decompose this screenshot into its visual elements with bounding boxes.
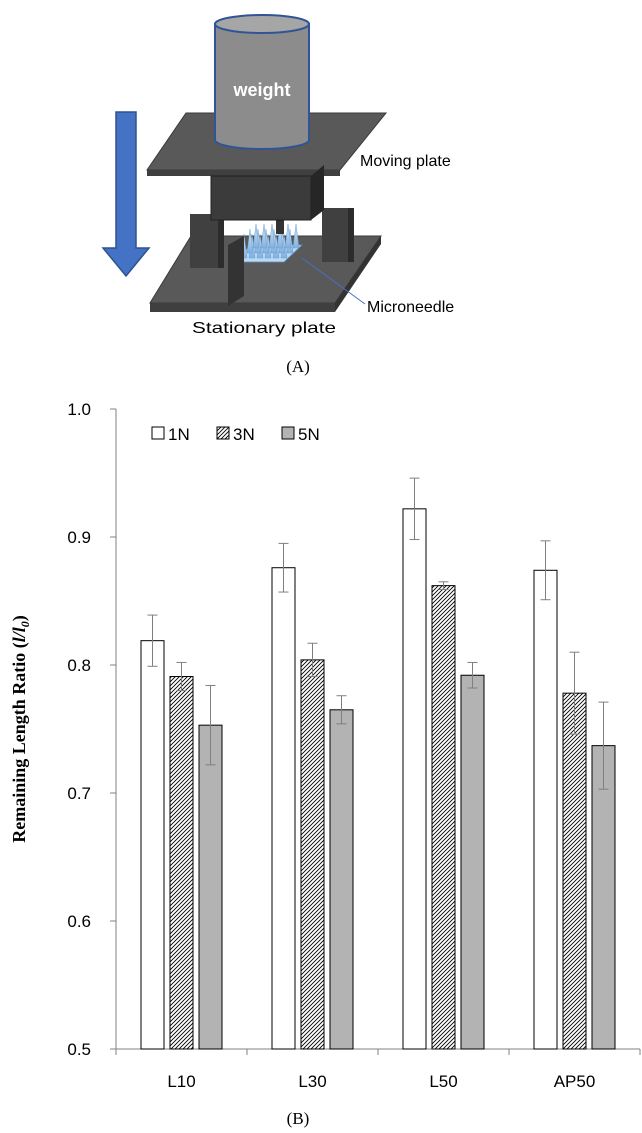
x-tick-label: L30 (298, 1072, 326, 1091)
bar-1N-L50 (402, 508, 427, 1050)
bar-5N-AP50 (591, 745, 616, 1050)
bar-5N-L50 (460, 674, 485, 1050)
bar-1N-AP50 (533, 569, 558, 1050)
legend-label-3N: 3N (233, 425, 255, 444)
weight-label: weight (233, 80, 291, 100)
legend-swatch-5N (281, 426, 295, 440)
needle (284, 223, 292, 249)
error-bar (598, 701, 609, 790)
bar-5N-L10 (198, 724, 223, 1050)
y-tick-label: 0.9 (67, 528, 91, 547)
apparatus-diagram: weight Moving plate Microneedle Stationa… (101, 14, 454, 337)
bar-5N-L30 (329, 709, 354, 1050)
bar-1N-L30 (271, 567, 296, 1050)
x-tick-label: L10 (167, 1072, 195, 1091)
needle (276, 223, 284, 249)
microneedle-pointer (301, 257, 366, 305)
y-tick-label: 0.5 (67, 1040, 91, 1059)
bar-1N-L10 (140, 640, 165, 1050)
error-bar (307, 642, 318, 678)
y-tick-label: 0.7 (67, 784, 91, 803)
legend-label-5N: 5N (298, 425, 320, 444)
bar-3N-L50 (431, 585, 456, 1050)
panel-a-caption: (A) (286, 357, 310, 376)
error-bar (569, 651, 580, 735)
legend-swatch-1N (151, 426, 165, 440)
moving-plate-label: Moving plate (360, 153, 451, 170)
front-post (228, 236, 244, 306)
y-tick-label: 0.8 (67, 656, 91, 675)
weight-cylinder (214, 14, 310, 150)
error-bar (205, 684, 216, 766)
needle (292, 223, 300, 249)
needle (246, 228, 254, 254)
needle (260, 223, 268, 249)
error-bar (336, 695, 347, 725)
bar-3N-AP50 (562, 692, 587, 1050)
bar-3N-L30 (300, 659, 325, 1050)
legend: 1N 3N 5N (151, 425, 320, 444)
error-bar (467, 661, 478, 689)
microneedle-patch (235, 223, 304, 263)
needle (252, 223, 260, 249)
x-tick-label: L50 (429, 1072, 457, 1091)
y-tick-label: 0.6 (67, 912, 91, 931)
bar-chart: 0.50.60.70.80.91.0 L10 L30 L50 AP50 1N 3N 5N … (9, 400, 641, 1091)
error-bar (438, 581, 449, 590)
y-tick-label: 1.0 (67, 400, 91, 419)
bar-3N-L10 (169, 676, 194, 1050)
stationary-plate-label: Stationary plate (192, 320, 336, 337)
error-bar (278, 542, 289, 593)
legend-swatch-3N (216, 426, 230, 440)
error-bar (540, 540, 551, 601)
right-post (322, 208, 348, 262)
error-bar (147, 614, 158, 667)
panel-b-caption: (B) (287, 1109, 310, 1128)
press-block (210, 175, 312, 221)
x-tick-label: AP50 (554, 1072, 596, 1091)
needle (268, 223, 276, 249)
legend-label-1N: 1N (168, 425, 190, 444)
y-axis-title: Remaining Length Ratio (l/l0) (9, 615, 32, 843)
downward-arrow-icon (101, 111, 151, 278)
left-post (190, 214, 218, 268)
error-bar (176, 661, 187, 692)
error-bar (409, 477, 420, 541)
microneedle-label: Microneedle (367, 299, 454, 316)
